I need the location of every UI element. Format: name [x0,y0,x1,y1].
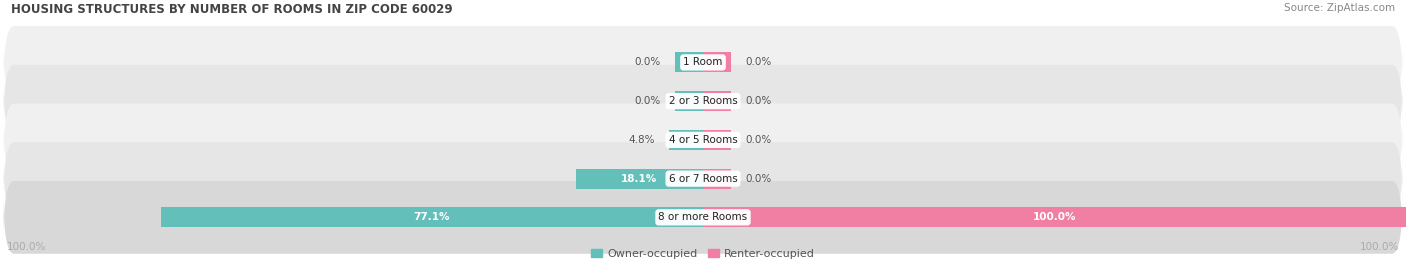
FancyBboxPatch shape [3,181,1403,254]
Bar [160,207,703,227]
Text: 100.0%: 100.0% [1360,242,1399,252]
Bar [703,207,1406,227]
Text: 0.0%: 0.0% [745,96,772,106]
Bar [669,130,703,150]
Text: 77.1%: 77.1% [413,212,450,222]
FancyBboxPatch shape [3,142,1403,215]
Text: Source: ZipAtlas.com: Source: ZipAtlas.com [1284,3,1395,13]
Text: 100.0%: 100.0% [7,242,46,252]
Bar [703,91,731,111]
Text: 100.0%: 100.0% [1033,212,1076,222]
Bar [703,169,731,189]
Text: HOUSING STRUCTURES BY NUMBER OF ROOMS IN ZIP CODE 60029: HOUSING STRUCTURES BY NUMBER OF ROOMS IN… [11,3,453,16]
FancyBboxPatch shape [3,65,1403,137]
Text: 0.0%: 0.0% [634,96,661,106]
Text: 0.0%: 0.0% [634,57,661,68]
Bar [675,52,703,72]
Text: 2 or 3 Rooms: 2 or 3 Rooms [669,96,737,106]
Text: 0.0%: 0.0% [745,135,772,145]
Text: 1 Room: 1 Room [683,57,723,68]
Text: 4.8%: 4.8% [628,135,655,145]
Text: 6 or 7 Rooms: 6 or 7 Rooms [669,174,737,184]
Bar [703,52,731,72]
Bar [675,91,703,111]
Bar [703,130,731,150]
Text: 0.0%: 0.0% [745,174,772,184]
Text: 0.0%: 0.0% [745,57,772,68]
Text: 4 or 5 Rooms: 4 or 5 Rooms [669,135,737,145]
Text: 18.1%: 18.1% [621,174,658,184]
FancyBboxPatch shape [3,104,1403,176]
Bar [576,169,703,189]
FancyBboxPatch shape [3,26,1403,99]
Legend: Owner-occupied, Renter-occupied: Owner-occupied, Renter-occupied [586,245,820,263]
Text: 8 or more Rooms: 8 or more Rooms [658,212,748,222]
